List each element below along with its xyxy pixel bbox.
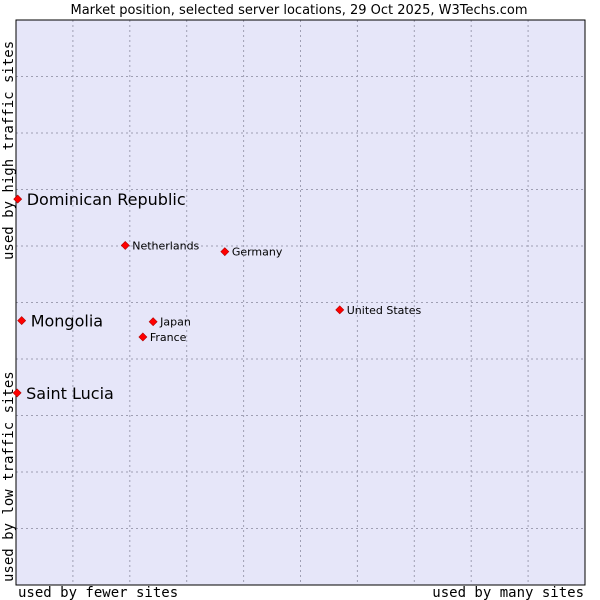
point-dominican-republic[interactable] — [13, 194, 23, 204]
point-netherlands[interactable] — [120, 241, 130, 250]
grid-lines — [16, 20, 585, 585]
point-label-japan: Japan — [159, 316, 191, 329]
point-france[interactable] — [138, 332, 148, 342]
point-united-states[interactable] — [335, 305, 345, 315]
x-axis-label-left: used by fewer sites — [18, 585, 178, 600]
point-label-france: France — [150, 331, 187, 344]
y-axis-label-top: used by high traffic sites — [1, 41, 17, 260]
point-label-germany: Germany — [232, 246, 283, 259]
chart-title: Market position, selected server locatio… — [70, 3, 527, 18]
point-label-saint-lucia: Saint Lucia — [26, 384, 114, 403]
point-mongolia[interactable] — [17, 316, 27, 326]
point-germany[interactable] — [220, 247, 230, 257]
point-label-united-states: United States — [347, 304, 422, 317]
x-axis-label-right: used by many sites — [432, 585, 584, 600]
plot-border — [15, 19, 586, 586]
point-label-mongolia: Mongolia — [31, 312, 103, 331]
point-label-netherlands: Netherlands — [132, 239, 199, 252]
point-japan[interactable] — [148, 317, 158, 327]
y-axis-label-bottom: used by low traffic sites — [1, 371, 17, 582]
point-saint-lucia[interactable] — [12, 388, 22, 398]
data-points: Dominican Republic Mongolia Saint Lucia Net… — [12, 190, 422, 403]
point-label-dominican-republic: Dominican Republic — [27, 190, 186, 209]
